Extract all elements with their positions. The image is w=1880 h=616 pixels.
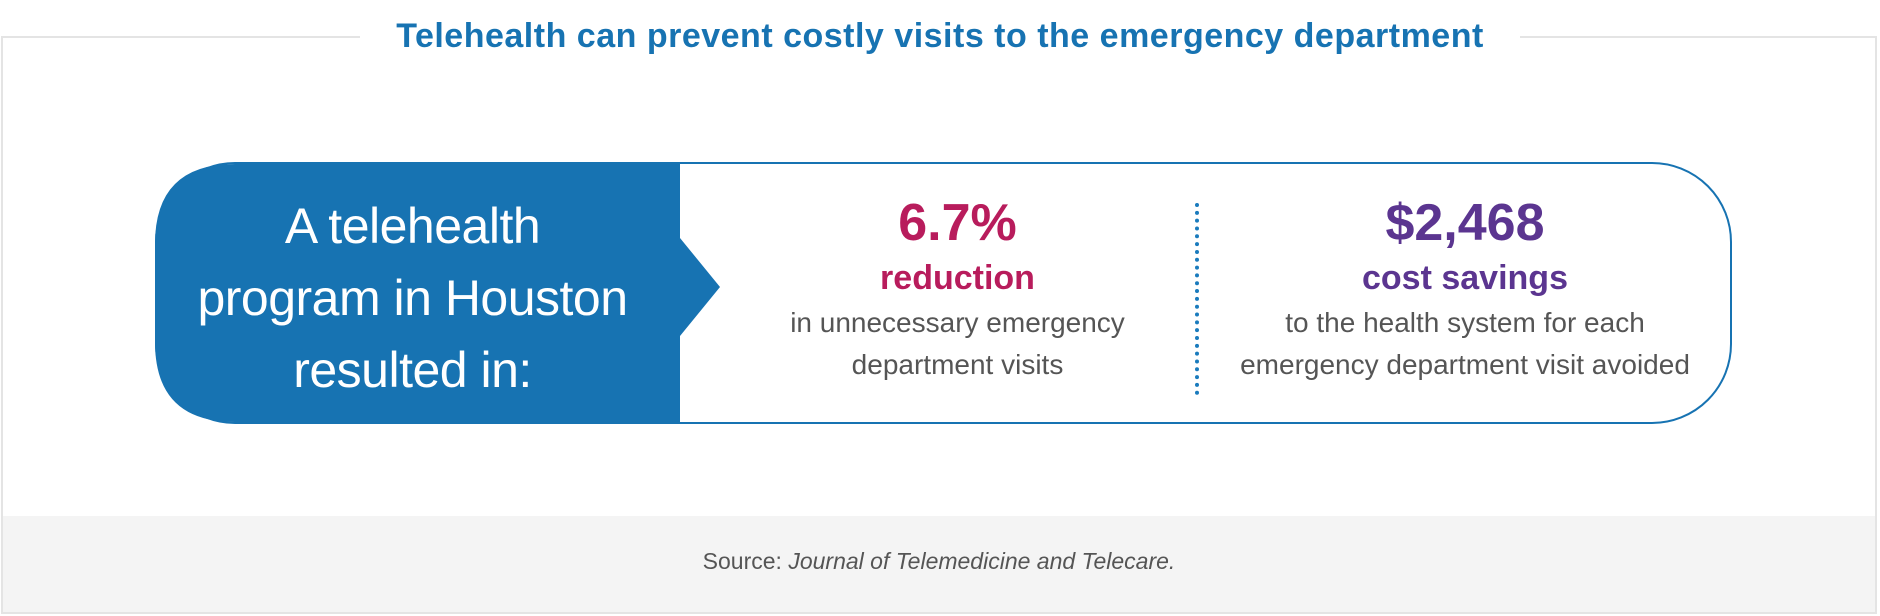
stat-label: cost savings [1362, 259, 1568, 297]
source-prefix: Source: [702, 548, 789, 574]
stat-description: to the health system for each emergency … [1240, 302, 1690, 386]
stat-desc-line-1: to the health system for each [1285, 307, 1645, 338]
stat-cost-savings: $2,468 cost savings to the health system… [1240, 192, 1690, 386]
stat-description: in unnecessary emergency department visi… [760, 302, 1155, 386]
stat-value: 6.7% [898, 194, 1017, 252]
stat-desc-line-2: emergency department visit avoided [1240, 349, 1690, 380]
stat-label: reduction [880, 259, 1035, 297]
title-wrap: Telehealth can prevent costly visits to … [0, 14, 1880, 58]
stat-reduction: 6.7% reduction in unnecessary emergency … [760, 192, 1155, 386]
stat-value: $2,468 [1385, 194, 1545, 252]
infographic-title: Telehealth can prevent costly visits to … [360, 14, 1520, 58]
lead-arrow-fill [155, 164, 720, 422]
lead-line-2: program in Houston [197, 270, 628, 326]
lead-line-3: resulted in: [293, 342, 532, 398]
source-citation: Source: Journal of Telemedicine and Tele… [3, 548, 1875, 575]
stat-desc-line-1: in unnecessary emergency [790, 307, 1125, 338]
lead-text: A telehealth program in Houston resulted… [170, 190, 655, 406]
dotted-divider [1195, 203, 1203, 395]
lead-line-1: A telehealth [284, 198, 541, 254]
source-journal: Journal of Telemedicine and Telecare. [788, 548, 1176, 574]
stat-desc-line-2: department visits [851, 349, 1064, 380]
source-footer: Source: Journal of Telemedicine and Tele… [3, 516, 1875, 612]
